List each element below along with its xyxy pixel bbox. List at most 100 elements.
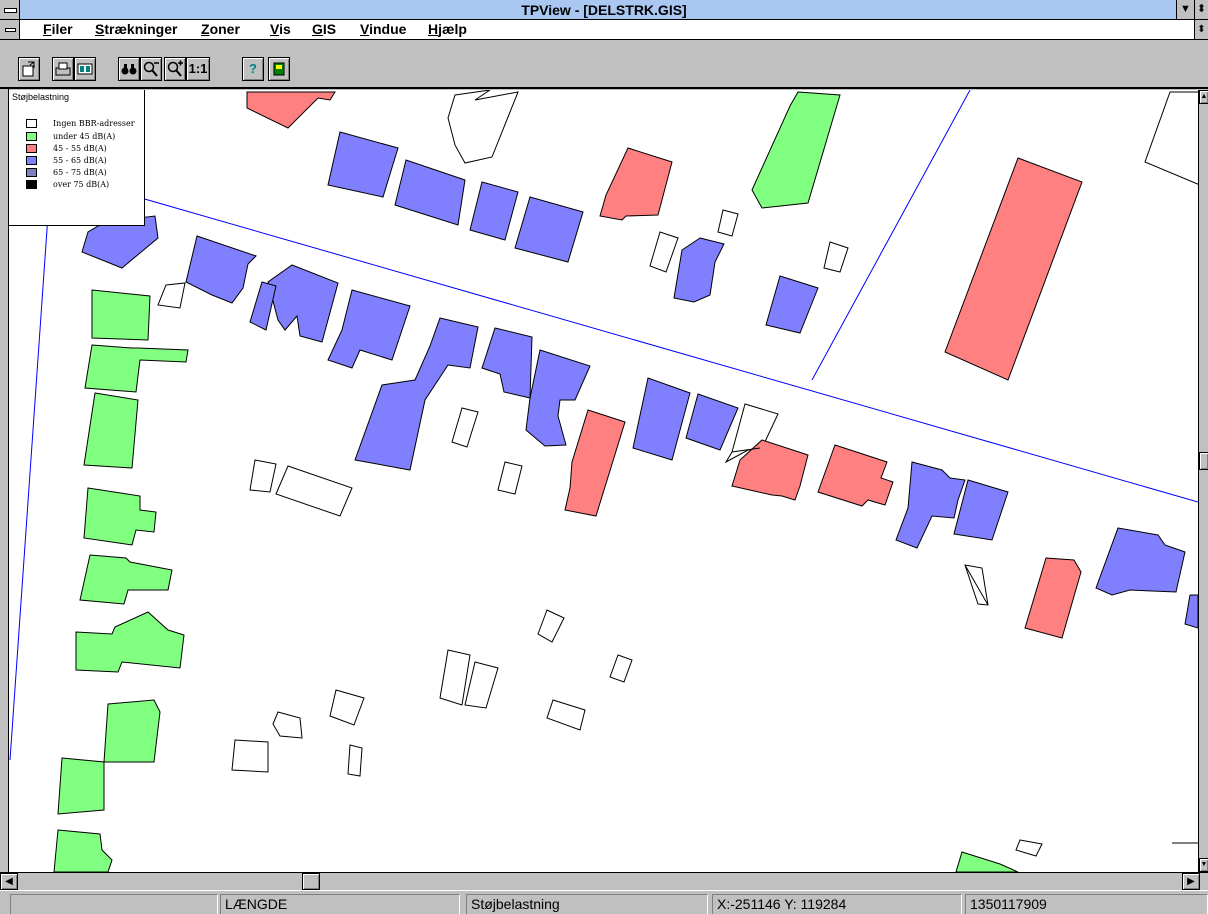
building-footprint[interactable] <box>955 851 1019 872</box>
building-footprint[interactable] <box>564 409 626 517</box>
building-footprint[interactable] <box>481 327 533 399</box>
menu-straekninger[interactable]: Strækninger <box>95 21 178 37</box>
building-footprint[interactable] <box>546 699 586 731</box>
system-menu-button[interactable] <box>0 0 20 19</box>
building-footprint[interactable] <box>751 91 841 209</box>
building-footprint[interactable] <box>609 654 633 683</box>
building-footprint[interactable] <box>394 159 466 226</box>
menu-gis[interactable]: GIS <box>312 21 337 37</box>
building-footprint[interactable] <box>79 554 173 605</box>
building-footprint[interactable] <box>731 439 809 501</box>
legend-swatch <box>26 119 37 128</box>
building-footprint[interactable] <box>347 744 363 777</box>
building-footprint[interactable] <box>514 196 584 263</box>
zoom-out-button[interactable] <box>140 57 162 81</box>
building-footprint[interactable] <box>632 377 691 461</box>
scroll-up-button[interactable]: ▲ <box>1199 90 1208 104</box>
vertical-scroll-thumb[interactable] <box>1199 452 1208 470</box>
building-footprint[interactable] <box>685 393 739 451</box>
building-footprint[interactable] <box>525 349 591 447</box>
building-footprint[interactable] <box>53 829 113 872</box>
menu-vis[interactable]: Vis <box>270 21 291 37</box>
zoom-in-button[interactable] <box>164 57 186 81</box>
building-footprint[interactable] <box>246 91 336 129</box>
menu-bar: Filer Strækninger Zoner Vis GIS Vindue H… <box>0 20 1208 40</box>
building-footprint[interactable] <box>464 661 499 709</box>
building-footprint[interactable] <box>823 241 849 273</box>
print-button[interactable] <box>52 57 74 81</box>
building-footprint[interactable] <box>83 392 139 469</box>
building-footprint[interactable] <box>57 757 105 815</box>
menu-zoner[interactable]: Zoner <box>201 21 240 37</box>
horizontal-scrollbar[interactable]: ◀ ▶ <box>0 872 1208 890</box>
building-footprint[interactable] <box>537 609 565 643</box>
find-button[interactable] <box>118 57 140 81</box>
horizontal-scroll-thumb[interactable] <box>302 873 320 890</box>
building-footprint[interactable] <box>91 289 151 341</box>
building-footprint[interactable] <box>1024 557 1082 639</box>
building-footprint[interactable] <box>765 275 819 334</box>
building-footprint[interactable] <box>439 649 471 706</box>
road-line <box>9 214 49 761</box>
building-footprint[interactable] <box>272 711 303 739</box>
building-footprint[interactable] <box>469 181 519 241</box>
building-footprint[interactable] <box>451 407 479 448</box>
context-help-button[interactable] <box>268 57 290 81</box>
legend-label: Ingen BBR-adresser <box>53 119 135 128</box>
map-drawing[interactable] <box>9 90 1198 872</box>
building-footprint[interactable] <box>275 465 353 517</box>
binoculars-icon <box>121 64 137 75</box>
print-preview-button[interactable] <box>74 57 96 81</box>
building-footprint[interactable] <box>354 317 479 471</box>
document-restore-button[interactable]: ⬍ <box>1194 20 1208 39</box>
building-footprint[interactable] <box>84 344 189 393</box>
building-footprint[interactable] <box>267 264 339 343</box>
building-footprint[interactable] <box>327 131 399 198</box>
building-footprint[interactable] <box>249 459 277 493</box>
building-footprint[interactable] <box>953 479 1009 541</box>
scroll-right-button[interactable]: ▶ <box>1182 873 1200 890</box>
building-footprint[interactable] <box>83 487 157 546</box>
zoom-in-icon <box>167 60 183 77</box>
building-footprint[interactable] <box>249 281 277 331</box>
building-footprint[interactable] <box>599 147 673 221</box>
help-button[interactable]: ? <box>242 57 264 81</box>
building-footprint[interactable] <box>673 237 725 303</box>
window-title: TPView - [DELSTRK.GIS] <box>521 2 687 18</box>
building-footprint[interactable] <box>81 215 159 269</box>
window-minimize-button[interactable]: ▼ <box>1176 0 1194 19</box>
menu-hjaelp[interactable]: Hjælp <box>428 21 467 37</box>
window-restore-button[interactable]: ⬍ <box>1194 0 1208 19</box>
vertical-scrollbar[interactable]: ▲ ▼ <box>1198 90 1208 872</box>
building-footprint[interactable] <box>649 231 679 273</box>
legend-title: Støjbelastning <box>12 92 70 102</box>
building-footprint[interactable] <box>231 739 269 773</box>
zoom-reset-button[interactable]: 1:1 <box>186 57 210 81</box>
menu-vindue[interactable]: Vindue <box>360 21 407 37</box>
building-footprint[interactable] <box>1095 527 1186 596</box>
building-footprint[interactable] <box>895 461 966 549</box>
building-footprint[interactable] <box>157 282 186 309</box>
building-footprint[interactable] <box>817 444 894 507</box>
building-footprint[interactable] <box>1144 91 1198 185</box>
building-footprint[interactable] <box>329 689 365 726</box>
status-mode: LÆNGDE <box>220 894 460 914</box>
building-footprint[interactable] <box>447 90 519 164</box>
map-canvas[interactable] <box>9 90 1198 872</box>
status-layer: Støjbelastning <box>466 894 708 914</box>
building-footprint[interactable] <box>327 289 411 369</box>
building-footprint[interactable] <box>185 235 257 304</box>
building-footprint[interactable] <box>1184 594 1198 629</box>
status-id: 1350117909 <box>965 894 1208 914</box>
building-footprint[interactable] <box>1015 839 1043 857</box>
scroll-left-button[interactable]: ◀ <box>0 873 18 890</box>
menu-filer[interactable]: Filer <box>43 21 73 37</box>
scroll-down-button[interactable]: ▼ <box>1199 858 1208 872</box>
document-menu-button[interactable] <box>0 20 20 39</box>
building-footprint[interactable] <box>944 157 1083 381</box>
building-footprint[interactable] <box>497 461 523 495</box>
building-footprint[interactable] <box>75 611 185 673</box>
open-file-button[interactable] <box>18 57 40 81</box>
building-footprint[interactable] <box>717 209 739 237</box>
building-footprint[interactable] <box>103 699 161 763</box>
